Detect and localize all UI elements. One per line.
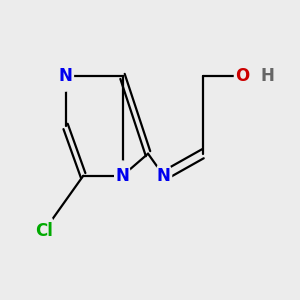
Text: Cl: Cl — [35, 222, 53, 240]
Circle shape — [58, 62, 74, 91]
Circle shape — [234, 62, 250, 91]
Text: N: N — [59, 68, 73, 85]
Circle shape — [115, 161, 130, 190]
Circle shape — [34, 212, 54, 250]
Text: O: O — [235, 68, 249, 85]
Circle shape — [262, 64, 274, 88]
Circle shape — [156, 161, 172, 190]
Text: H: H — [261, 68, 275, 85]
Text: N: N — [116, 167, 130, 185]
Text: N: N — [157, 167, 171, 185]
